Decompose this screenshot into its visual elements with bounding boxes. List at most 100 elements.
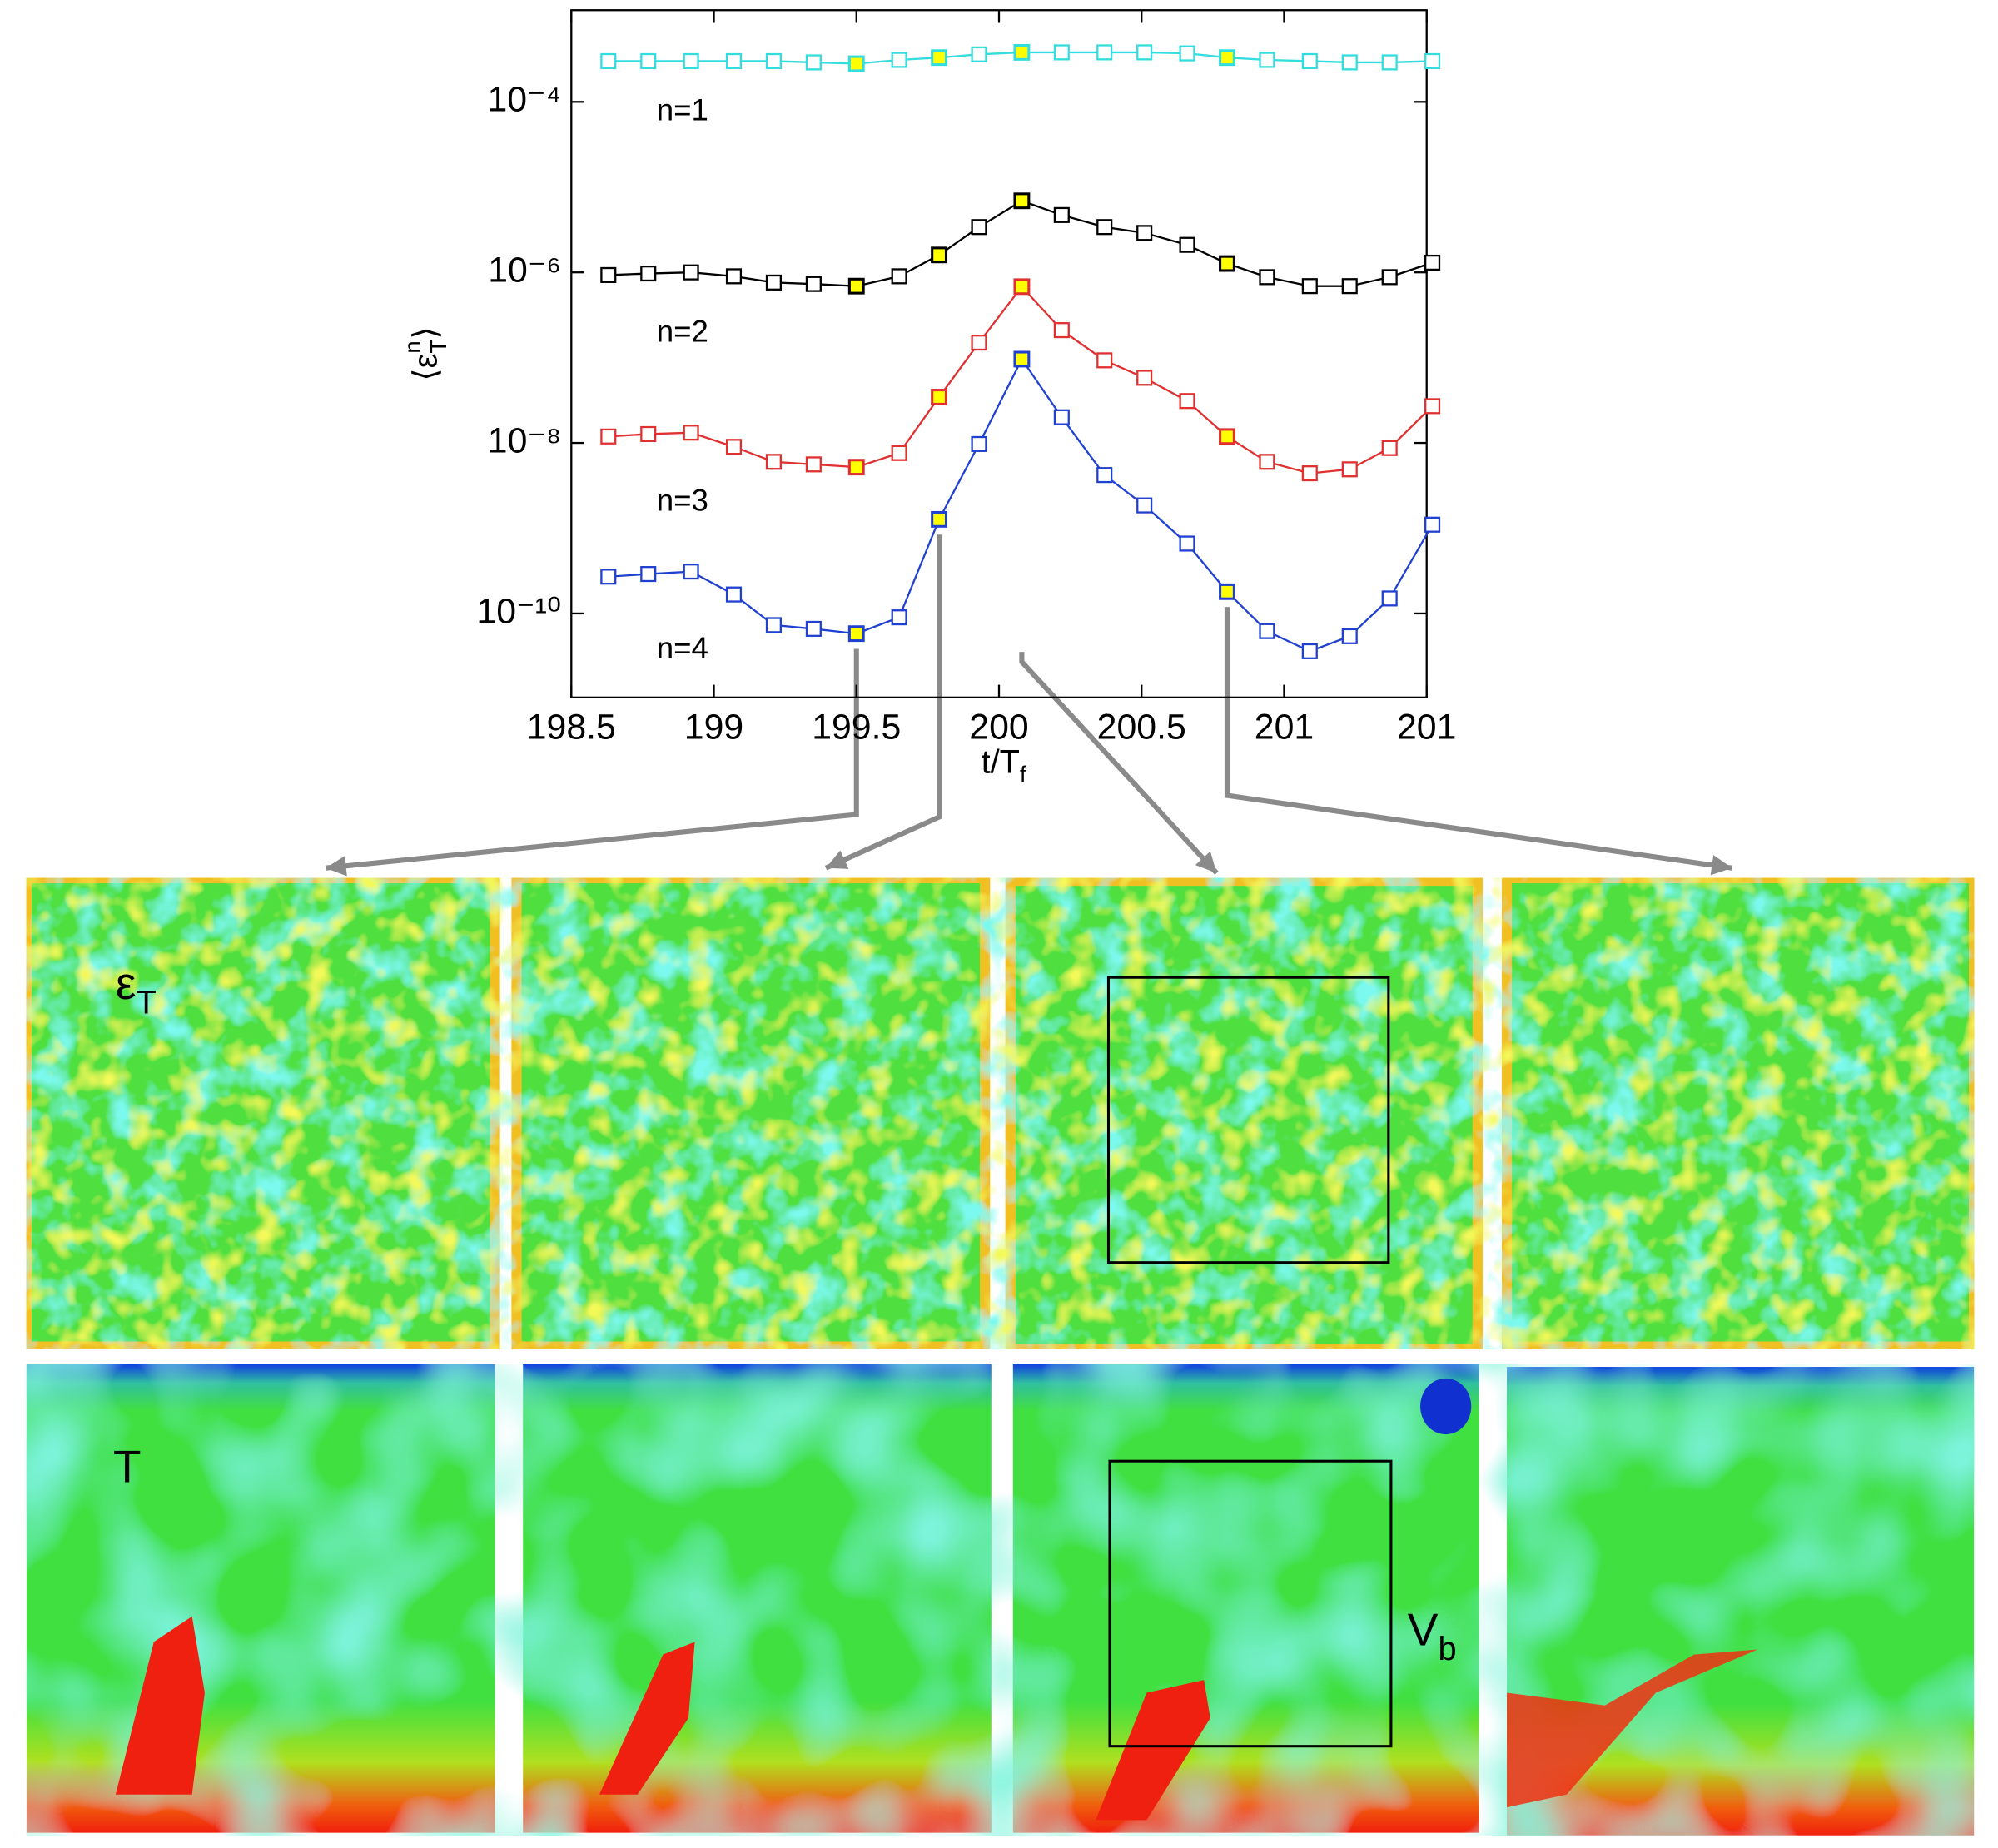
marker <box>931 510 948 528</box>
label-sub: b <box>1439 1631 1457 1667</box>
label-part: ⟩ <box>407 326 444 340</box>
marker <box>600 52 617 69</box>
temperature-row <box>26 1364 1975 1836</box>
marker <box>765 454 782 470</box>
marker <box>683 425 699 441</box>
marker <box>1179 45 1195 62</box>
arrow <box>325 648 859 871</box>
marker <box>931 246 948 264</box>
marker <box>805 54 822 71</box>
marker <box>1259 52 1275 68</box>
x-tick-label: 199.5 <box>812 707 901 747</box>
marker <box>765 617 782 633</box>
marker <box>847 55 865 72</box>
cold-plume <box>1420 1378 1472 1435</box>
marker <box>1053 409 1070 425</box>
hot-plume <box>1096 1680 1210 1821</box>
marker <box>1259 623 1275 639</box>
marker <box>805 620 822 637</box>
hot-plume <box>1507 1649 1758 1808</box>
marker <box>1096 219 1113 236</box>
arrow-head <box>326 856 347 877</box>
marker <box>725 52 743 69</box>
x-tick-label: 199 <box>684 707 743 747</box>
x-tick-label: 201 <box>1397 707 1456 747</box>
x-tick-label: 200.5 <box>1097 707 1186 747</box>
marker <box>1341 628 1358 644</box>
marker <box>1219 255 1235 272</box>
marker <box>847 277 865 295</box>
panel-label: T <box>113 1440 142 1492</box>
panel-label: Vb <box>1408 1603 1457 1667</box>
label-sub: T <box>136 984 156 1021</box>
marker <box>1301 278 1318 295</box>
label-sub: f <box>1020 762 1026 787</box>
marker <box>1341 461 1358 478</box>
y-axis-label: ⟨εnT⟩ <box>400 326 451 381</box>
x-axis-label: t/Tf <box>982 743 1026 787</box>
marker <box>1096 352 1113 369</box>
panel-image <box>1501 872 1980 1352</box>
chart: ⟨εnT⟩ t/Tf 10⁻¹⁰ 10⁻⁸ 10⁻⁶ 10⁻⁴ 198.5 199 199.… <box>400 9 1456 787</box>
label-sup: n <box>400 340 425 353</box>
marker <box>1424 254 1441 271</box>
panel-image <box>1012 1364 1479 1833</box>
series-label: n=4 <box>657 631 708 665</box>
marker <box>1013 192 1031 210</box>
label-base: t/T <box>982 743 1020 780</box>
marker <box>1013 350 1031 368</box>
label-part: ⟨ε <box>407 354 444 381</box>
marker <box>600 266 617 283</box>
marker <box>931 389 948 405</box>
arrow <box>1224 607 1733 871</box>
panel-image <box>523 1364 992 1833</box>
marker <box>683 564 699 580</box>
label-base: V <box>1408 1603 1439 1655</box>
marker <box>1381 590 1398 607</box>
marker <box>1219 428 1235 445</box>
y-tick-label: 10⁻⁴ <box>487 80 561 120</box>
marker <box>683 264 699 281</box>
y-tick-label: 10⁻¹⁰ <box>476 591 561 631</box>
marker <box>1381 440 1398 456</box>
field-panels: εT T Vb <box>21 872 1980 1836</box>
marker <box>971 435 987 452</box>
x-tick-label: 198.5 <box>527 707 616 747</box>
hot-plume <box>599 1642 695 1795</box>
marker <box>971 46 987 62</box>
marker <box>1053 44 1070 61</box>
marker <box>1013 278 1031 296</box>
marker <box>971 219 987 236</box>
marker <box>683 52 699 69</box>
panel-label: εT <box>116 956 157 1020</box>
marker <box>847 459 865 476</box>
marker <box>1013 43 1031 61</box>
marker <box>1301 465 1318 482</box>
series-label: n=2 <box>657 314 708 348</box>
arrow <box>824 534 942 871</box>
marker <box>600 569 617 585</box>
panel-image <box>26 1364 495 1833</box>
marker <box>1219 583 1235 600</box>
series-line <box>608 357 1434 653</box>
marker <box>931 49 948 67</box>
label-base: ε <box>116 956 137 1008</box>
subvolume-box <box>1106 976 1390 1264</box>
marker <box>891 52 907 68</box>
marker <box>640 566 657 583</box>
marker <box>640 265 657 282</box>
marker <box>725 439 743 455</box>
marker <box>765 274 782 291</box>
marker <box>1424 398 1441 415</box>
dissipation-row <box>21 872 1980 1354</box>
arrow <box>1019 652 1219 875</box>
marker <box>640 52 657 69</box>
x-tick-label: 201 <box>1255 707 1314 747</box>
subvolume-box <box>1108 1459 1393 1748</box>
marker <box>1259 454 1275 470</box>
marker <box>1424 516 1441 533</box>
marker <box>805 456 822 473</box>
marker <box>765 52 782 69</box>
marker <box>1381 269 1398 286</box>
